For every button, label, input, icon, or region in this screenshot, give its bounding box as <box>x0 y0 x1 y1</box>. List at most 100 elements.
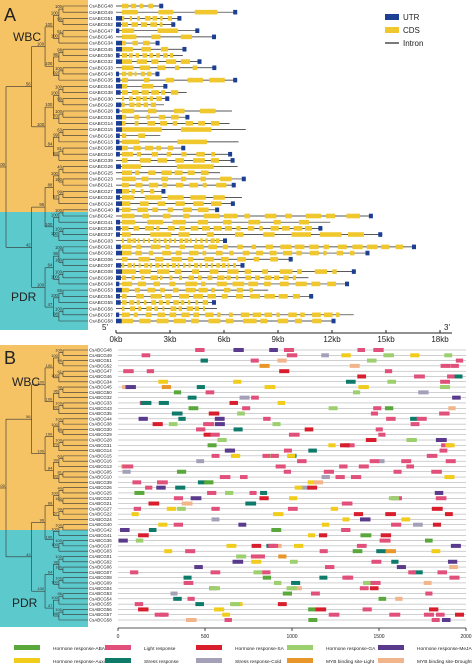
cis-element-block <box>323 469 334 474</box>
cds-block <box>186 306 193 311</box>
bootstrap-value: 100 <box>45 102 53 107</box>
gene-label: CsABCG27 <box>89 506 112 511</box>
axis-tick-label: 500 <box>201 634 210 640</box>
gene-label: CsABCG24 <box>89 517 112 522</box>
cds-block <box>135 96 141 101</box>
cds-block <box>194 306 200 311</box>
gene-label: CsABCG50 <box>89 390 112 395</box>
gene-label: CsABCG07 <box>89 570 112 575</box>
utr-block <box>185 114 190 120</box>
cds-block <box>122 133 127 139</box>
cis-element-block <box>196 459 205 464</box>
cis-element-block <box>158 400 169 405</box>
cis-element-block <box>345 379 356 384</box>
cis-element-block <box>203 432 212 437</box>
cds-block <box>156 318 169 324</box>
cds-block <box>139 3 144 9</box>
cds-block <box>285 213 292 219</box>
cis-element-block <box>161 385 172 390</box>
gene-label: CsABCG32 <box>89 395 112 400</box>
cis-element-block <box>178 416 186 421</box>
cds-block <box>158 114 166 120</box>
cis-element-block <box>373 348 384 352</box>
panel-b-axis: 0 500 1000 1500 2000 <box>117 627 472 640</box>
cis-element-block <box>321 475 330 480</box>
utr-block <box>159 3 164 9</box>
cds-block <box>319 232 342 237</box>
cds-block <box>273 275 280 281</box>
gene-label: CsABCG43 <box>89 72 113 77</box>
cis-element-block <box>448 406 456 411</box>
cis-element-block <box>239 475 248 480</box>
cis-element-block <box>214 422 225 427</box>
bootstrap-value: 100 <box>46 397 53 402</box>
gene-label: CsABCG14 <box>89 448 112 453</box>
gene-label: CsABCG23 <box>89 496 112 501</box>
cds-block <box>188 275 195 281</box>
cis-element-block <box>176 469 187 474</box>
cds-block <box>208 318 221 324</box>
cds-block <box>282 250 293 256</box>
cds-block <box>144 226 154 231</box>
cis-element-block <box>444 353 453 358</box>
cds-block <box>166 151 172 157</box>
cds-block <box>160 287 165 293</box>
cis-element-block <box>328 406 338 411</box>
cds-block <box>200 281 206 287</box>
gene-label: CsABCG16 <box>89 133 113 138</box>
cds-block <box>228 312 233 318</box>
gene-label: CsABCG49 <box>89 353 112 358</box>
utr-block <box>116 275 122 281</box>
gene-label: CsABCG52 <box>89 22 113 27</box>
gene-label: CsABCG38 <box>89 422 112 427</box>
gene-label: CsABCG46 <box>89 374 112 379</box>
utr-block <box>231 182 236 188</box>
utr-block <box>365 250 370 256</box>
cds-block <box>193 201 204 206</box>
legend-swatch <box>105 658 131 663</box>
bootstrap-value: 100 <box>37 282 45 287</box>
cis-element-block <box>160 612 169 617</box>
five-prime-label: 5' <box>102 323 108 332</box>
cds-block <box>253 256 260 262</box>
cis-element-block <box>211 517 220 522</box>
cis-element-block <box>324 565 335 570</box>
cis-element-block <box>321 353 329 358</box>
cds-block <box>311 281 321 287</box>
cds-block <box>264 293 275 299</box>
cis-element-block <box>187 395 197 400</box>
cds-block <box>131 22 139 27</box>
bootstrap-value: 42 <box>26 552 31 557</box>
cis-element-block <box>346 443 355 448</box>
legend-swatch <box>287 658 313 663</box>
cds-block <box>210 263 213 268</box>
cds-block <box>327 281 337 287</box>
cis-element-block <box>344 575 354 580</box>
cis-element-block <box>353 512 364 517</box>
bootstrap-value: 99 <box>57 506 62 511</box>
utr-block <box>195 28 200 34</box>
cds-block <box>193 158 205 163</box>
cis-element-block <box>358 464 369 469</box>
cds-block <box>209 269 219 274</box>
cds-block <box>197 207 209 213</box>
cds-block <box>183 263 186 268</box>
panel-a-legend: UTR CDS Intron <box>385 13 423 48</box>
bootstrap-value: 56 <box>26 414 31 419</box>
cds-block <box>144 145 154 151</box>
cis-element-block <box>138 607 149 612</box>
cis-element-block <box>156 485 166 490</box>
cds-block <box>135 250 142 256</box>
utr-block <box>309 293 314 299</box>
cis-element-block <box>210 570 221 575</box>
bootstrap-value: 96 <box>53 52 58 57</box>
cds-block <box>300 312 305 318</box>
cds-block <box>122 238 124 244</box>
cds-block <box>276 312 280 318</box>
cds-block <box>223 219 232 225</box>
cds-block <box>207 293 216 299</box>
gene-label: CsABCG29 <box>89 432 112 437</box>
cds-block <box>150 244 161 250</box>
bootstrap-value: 88 <box>48 501 53 506</box>
bootstrap-value: 100 <box>55 522 62 527</box>
